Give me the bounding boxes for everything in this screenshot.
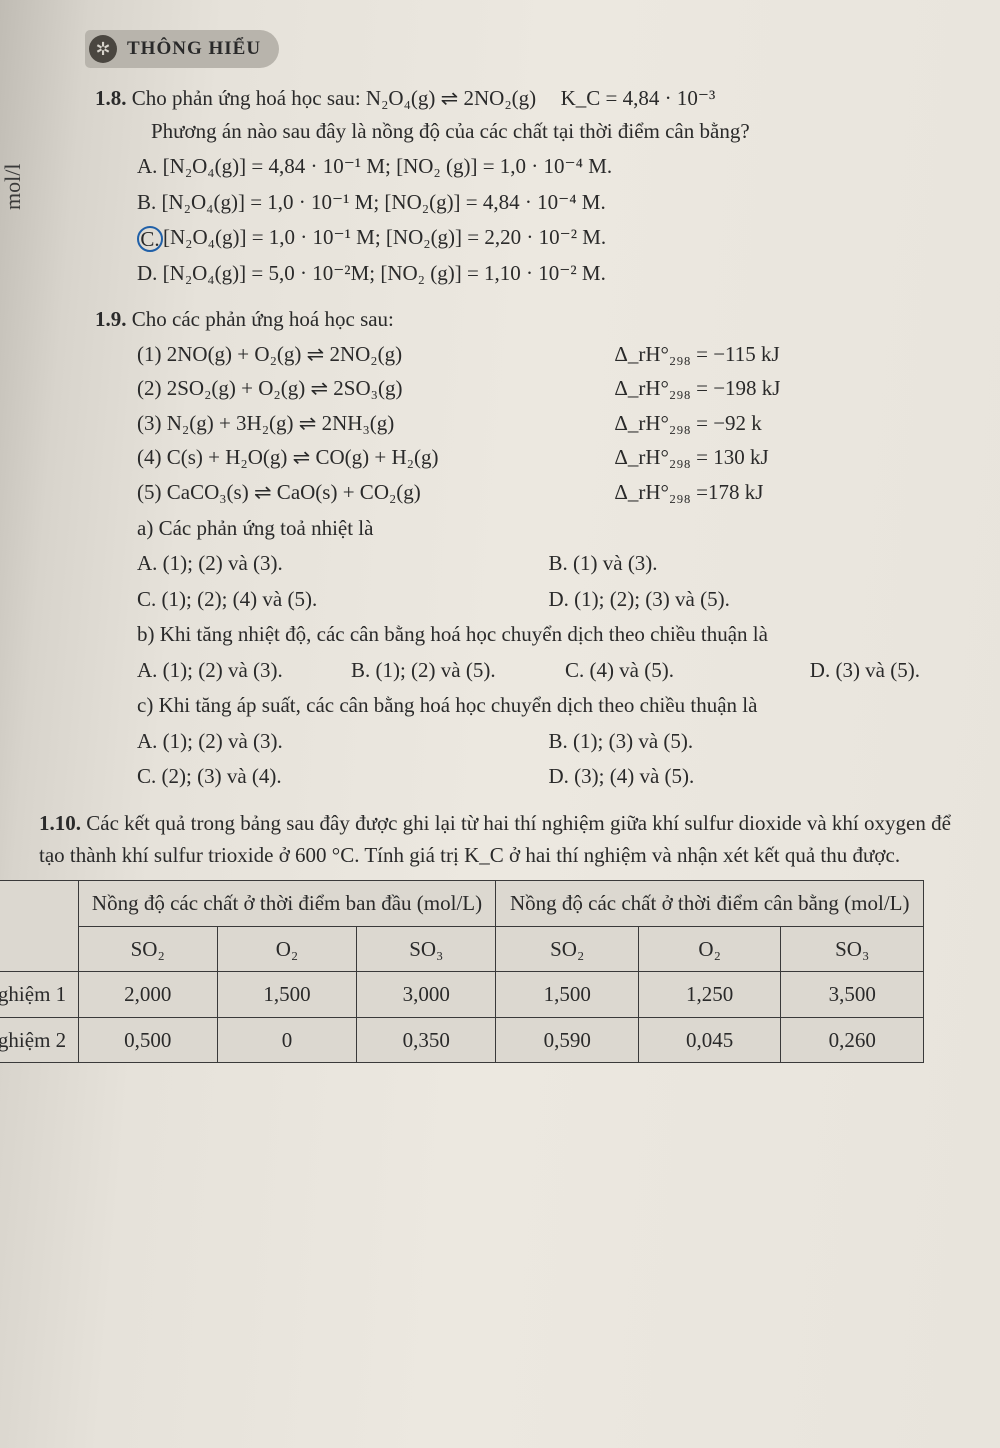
q19c-A: A. (1); (2) và (3). <box>137 725 549 758</box>
circled-answer: C. <box>137 226 163 252</box>
content: 1.8. Cho phản ứng hoá học sau: N₂O₄(g) ⇌… <box>95 82 960 1063</box>
cell: 1,250 <box>638 972 780 1018</box>
q19b-D: D. (3) và (5). <box>746 654 960 687</box>
q18-opt-C: C.[N₂O₄(g)] = 1,0 · 10⁻¹ M; [NO₂(g)] = 2… <box>95 221 960 254</box>
eq1-left: (1) 2NO(g) + O₂(g) ⇌ 2NO₂(g) <box>137 338 614 371</box>
eq4-left: (4) C(s) + H₂O(g) ⇌ CO(g) + H₂(g) <box>137 441 614 474</box>
q19a-row1: A. (1); (2) và (3). B. (1) và (3). <box>95 547 960 580</box>
cell: 0,500 <box>78 1017 217 1063</box>
q19b-B: B. (1); (2) và (5). <box>351 654 565 687</box>
eq3-left: (3) N₂(g) + 3H₂(g) ⇌ 2NH₃(g) <box>137 407 614 440</box>
row2-label: Thí nghiệm 2 <box>0 1017 78 1063</box>
q19-eq4: (4) C(s) + H₂O(g) ⇌ CO(g) + H₂(g)Δ_rH°₂₉… <box>95 441 960 474</box>
cell: 3,000 <box>357 972 496 1018</box>
q19c-D: D. (3); (4) và (5). <box>549 760 961 793</box>
q19-text: Cho các phản ứng hoá học sau: <box>132 307 394 331</box>
q110-number: 1.10. <box>39 811 81 835</box>
q19-number: 1.9. <box>95 307 127 331</box>
q18-opt-D: D. [N₂O₄(g)] = 5,0 · 10⁻²M; [NO₂ (g)] = … <box>95 257 960 290</box>
page: mol/l ✲ THÔNG HIỂU 1.8. Cho phản ứng hoá… <box>0 0 1000 1448</box>
margin-note: mol/l <box>0 164 26 210</box>
q19c-prompt: c) Khi tăng áp suất, các cân bằng hoá họ… <box>95 689 960 722</box>
q18-C-rest: [N₂O₄(g)] = 1,0 · 10⁻¹ M; [NO₂(g)] = 2,2… <box>163 225 606 249</box>
q19-eq5: (5) CaCO₃(s) ⇌ CaO(s) + CO₂(g)Δ_rH°₂₉₈ =… <box>95 476 960 509</box>
q18-number: 1.8. <box>95 86 127 110</box>
q19c-C: C. (2); (3) và (4). <box>137 760 549 793</box>
header-label: THÔNG HIỂU <box>127 38 261 60</box>
cell: 0,350 <box>357 1017 496 1063</box>
question-1-9: 1.9. Cho các phản ứng hoá học sau: (1) 2… <box>95 303 960 793</box>
q19c-row1: A. (1); (2) và (3). B. (1); (3) và (5). <box>95 725 960 758</box>
q19-eq1: (1) 2NO(g) + O₂(g) ⇌ 2NO₂(g)Δ_rH°₂₉₈ = −… <box>95 338 960 371</box>
q19b-row: A. (1); (2) và (3). B. (1); (2) và (5). … <box>95 654 960 687</box>
table-corner <box>0 881 78 972</box>
cell: 0,260 <box>781 1017 924 1063</box>
table-hdr1: Nồng độ các chất ở thời điểm ban đầu (mo… <box>78 881 496 927</box>
cell: 0,590 <box>496 1017 638 1063</box>
q19a-C: C. (1); (2); (4) và (5). <box>137 583 549 616</box>
col-so3-2: SO₃ <box>781 926 924 972</box>
q19a-prompt: a) Các phản ứng toả nhiệt là <box>95 512 960 545</box>
cell: 3,500 <box>781 972 924 1018</box>
cell: 0,045 <box>638 1017 780 1063</box>
q18-opt-B: B. [N₂O₄(g)] = 1,0 · 10⁻¹ M; [NO₂(g)] = … <box>95 186 960 219</box>
gear-icon: ✲ <box>89 35 117 63</box>
row1-label: Thí nghiệm 1 <box>0 972 78 1018</box>
q110-text: Các kết quả trong bảng sau đây được ghi … <box>39 811 951 868</box>
cell: 1,500 <box>496 972 638 1018</box>
header-badge: ✲ THÔNG HIỂU <box>85 30 279 68</box>
data-table: Nồng độ các chất ở thời điểm ban đầu (mo… <box>0 880 924 1063</box>
col-o2-2: O₂ <box>638 926 780 972</box>
q18-text-a: Cho phản ứng hoá học sau: N₂O₄(g) ⇌ 2NO₂… <box>132 86 536 110</box>
q19a-A: A. (1); (2) và (3). <box>137 547 549 580</box>
col-o2-1: O₂ <box>217 926 356 972</box>
eq2-right: Δ_rH°₂₉₈ = −198 kJ <box>614 372 960 405</box>
q19-eq2: (2) 2SO₂(g) + O₂(g) ⇌ 2SO₃(g)Δ_rH°₂₉₈ = … <box>95 372 960 405</box>
eq3-right: Δ_rH°₂₉₈ = −92 k <box>614 407 960 440</box>
q19a-D: D. (1); (2); (3) và (5). <box>549 583 961 616</box>
q18-opt-A: A. [N₂O₄(g)] = 4,84 · 10⁻¹ M; [NO₂ (g)] … <box>95 150 960 183</box>
col-so3-1: SO₃ <box>357 926 496 972</box>
q19c-B: B. (1); (3) và (5). <box>549 725 961 758</box>
cell: 0 <box>217 1017 356 1063</box>
eq5-right: Δ_rH°₂₉₈ =178 kJ <box>614 476 960 509</box>
q19c-row2: C. (2); (3) và (4). D. (3); (4) và (5). <box>95 760 960 793</box>
q19b-A: A. (1); (2) và (3). <box>137 654 351 687</box>
q19a-B: B. (1) và (3). <box>549 547 961 580</box>
q18-text-b: Phương án nào sau đây là nồng độ của các… <box>95 115 960 148</box>
eq1-right: Δ_rH°₂₉₈ = −115 kJ <box>614 338 960 371</box>
cell: 1,500 <box>217 972 356 1018</box>
q19-eq3: (3) N₂(g) + 3H₂(g) ⇌ 2NH₃(g)Δ_rH°₂₉₈ = −… <box>95 407 960 440</box>
table-row: Thí nghiệm 2 0,500 0 0,350 0,590 0,045 0… <box>0 1017 924 1063</box>
table-hdr2: Nồng độ các chất ở thời điểm cân bằng (m… <box>496 881 924 927</box>
col-so2-1: SO₂ <box>78 926 217 972</box>
cell: 2,000 <box>78 972 217 1018</box>
q19a-row2: C. (1); (2); (4) và (5). D. (1); (2); (3… <box>95 583 960 616</box>
q18-kc: K_C = 4,84 · 10⁻³ <box>561 86 716 110</box>
col-so2-2: SO₂ <box>496 926 638 972</box>
question-1-8: 1.8. Cho phản ứng hoá học sau: N₂O₄(g) ⇌… <box>95 82 960 289</box>
question-1-10: 1.10. Các kết quả trong bảng sau đây đượ… <box>39 807 960 1063</box>
eq4-right: Δ_rH°₂₉₈ = 130 kJ <box>614 441 960 474</box>
table-header-row-2: SO₂ O₂ SO₃ SO₂ O₂ SO₃ <box>0 926 924 972</box>
eq2-left: (2) 2SO₂(g) + O₂(g) ⇌ 2SO₃(g) <box>137 372 614 405</box>
eq5-left: (5) CaCO₃(s) ⇌ CaO(s) + CO₂(g) <box>137 476 614 509</box>
table-row: Thí nghiệm 1 2,000 1,500 3,000 1,500 1,2… <box>0 972 924 1018</box>
table-header-row-1: Nồng độ các chất ở thời điểm ban đầu (mo… <box>0 881 924 927</box>
q19b-C: C. (4) và (5). <box>565 654 746 687</box>
q19b-prompt: b) Khi tăng nhiệt độ, các cân bằng hoá h… <box>95 618 960 651</box>
section-header: ✲ THÔNG HIỂU <box>95 30 960 68</box>
